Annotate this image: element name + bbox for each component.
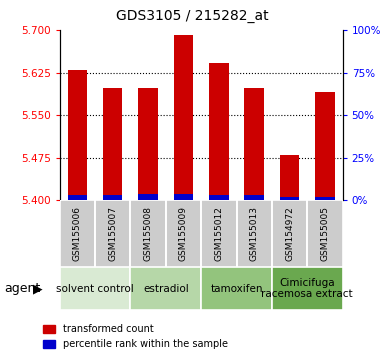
Text: GSM155013: GSM155013 bbox=[250, 206, 259, 261]
Bar bbox=[244, 195, 264, 200]
Text: GSM155006: GSM155006 bbox=[73, 206, 82, 261]
Text: GSM155008: GSM155008 bbox=[144, 206, 152, 261]
Bar bbox=[131, 200, 166, 267]
Bar bbox=[244, 88, 264, 200]
Bar bbox=[103, 195, 122, 200]
Bar bbox=[236, 200, 272, 267]
Bar bbox=[201, 200, 236, 267]
Bar bbox=[272, 267, 343, 310]
Bar bbox=[174, 194, 193, 200]
Bar bbox=[209, 195, 229, 200]
Text: GSM155012: GSM155012 bbox=[214, 206, 223, 261]
Bar bbox=[138, 88, 158, 200]
Text: tamoxifen: tamoxifen bbox=[210, 284, 263, 293]
Bar bbox=[103, 88, 122, 200]
Text: solvent control: solvent control bbox=[56, 284, 134, 293]
Bar bbox=[68, 70, 87, 200]
Bar bbox=[315, 92, 335, 200]
Bar bbox=[272, 200, 307, 267]
Bar bbox=[209, 63, 229, 200]
Bar bbox=[307, 200, 343, 267]
Text: Cimicifuga
racemosa extract: Cimicifuga racemosa extract bbox=[261, 278, 353, 299]
Text: GDS3105 / 215282_at: GDS3105 / 215282_at bbox=[116, 9, 269, 23]
Bar bbox=[315, 197, 335, 200]
Bar bbox=[201, 267, 272, 310]
Text: GSM154972: GSM154972 bbox=[285, 206, 294, 261]
Bar bbox=[131, 267, 201, 310]
Text: ▶: ▶ bbox=[33, 282, 42, 295]
Text: GSM155007: GSM155007 bbox=[108, 206, 117, 261]
Text: GSM155005: GSM155005 bbox=[320, 206, 330, 261]
Bar bbox=[138, 194, 158, 200]
Bar bbox=[95, 200, 131, 267]
Bar bbox=[280, 155, 299, 200]
Bar bbox=[174, 35, 193, 200]
Bar bbox=[60, 267, 131, 310]
Legend: transformed count, percentile rank within the sample: transformed count, percentile rank withi… bbox=[44, 324, 228, 349]
Text: GSM155009: GSM155009 bbox=[179, 206, 188, 261]
Bar bbox=[60, 200, 95, 267]
Text: estradiol: estradiol bbox=[143, 284, 189, 293]
Bar bbox=[68, 195, 87, 200]
Bar bbox=[280, 197, 299, 200]
Bar bbox=[166, 200, 201, 267]
Text: agent: agent bbox=[4, 282, 40, 295]
